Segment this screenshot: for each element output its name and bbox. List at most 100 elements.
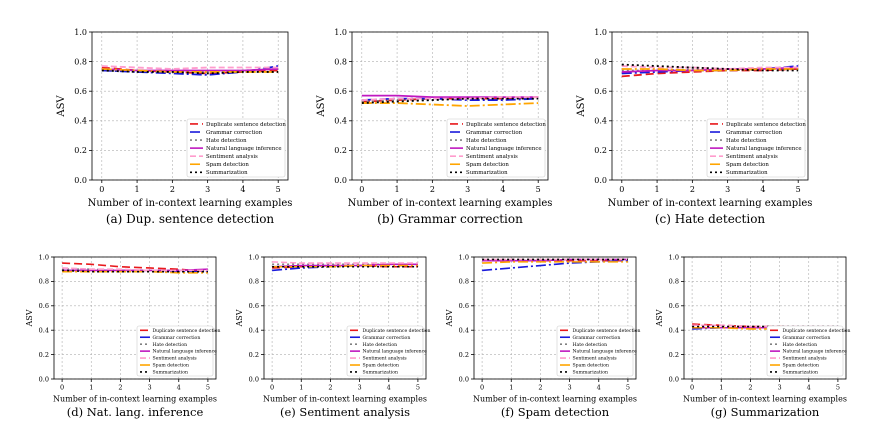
x-tick-label: 4 [177, 384, 181, 392]
legend-entry-label: Duplicate sentence detection [726, 122, 806, 128]
x-axis-label: Number of in-context learning examples [88, 198, 293, 209]
legend-entry-label: Summarization [466, 170, 508, 176]
legend-entry-label: Summarization [726, 170, 768, 176]
y-tick-label: 0.4 [249, 326, 259, 334]
y-tick-label: 1.0 [459, 253, 469, 261]
legend-box [766, 325, 844, 377]
y-tick-label: 0.6 [594, 87, 607, 96]
series-line-1 [361, 97, 539, 101]
y-tick-label: 0.6 [74, 87, 87, 96]
chart-panel-5: 0.0 0.2 0.4 0.6 0.8 1.0 0 1 2 3 4 5 Number of in-con… [445, 253, 641, 419]
y-tick-label: 1.0 [594, 28, 607, 37]
x-tick-label: 1 [655, 185, 660, 194]
x-tick-label: 0 [480, 384, 484, 392]
x-tick-label: 3 [778, 384, 782, 392]
y-tick-label: 0.8 [459, 278, 469, 286]
legend-entry-label: Sentiment analysis [153, 356, 198, 362]
legend-entry-label: Spam detection [363, 363, 400, 369]
legend-entry-label: Hate detection [726, 138, 767, 144]
axes-frame [91, 31, 289, 181]
y-tick-label: 0.2 [74, 146, 87, 155]
x-tick-label: 2 [748, 384, 752, 392]
x-tick-label: 1 [719, 384, 723, 392]
axes-frame [53, 256, 217, 380]
legend-entry-label: Summarization [363, 370, 398, 376]
chart-panel-1: 0.0 0.2 0.4 0.6 0.8 1.0 0 1 2 3 4 5 Number of in-con… [316, 28, 552, 226]
y-tick-label: 1.0 [39, 253, 49, 261]
legend-entry-label: Duplicate sentence detection [466, 122, 546, 128]
x-tick-label: 1 [509, 384, 513, 392]
legend-entry-label: Natural language inference [466, 146, 542, 152]
legend-box [346, 325, 424, 377]
x-tick-label: 0 [359, 185, 364, 194]
y-axis-label: ASV [316, 95, 327, 118]
y-tick-label: 0.0 [74, 176, 87, 185]
x-tick-label: 5 [626, 384, 630, 392]
legend-entry-label: Sentiment analysis [363, 356, 408, 362]
x-axis-label: Number of in-context learning examples [473, 395, 637, 404]
legend-entry-label: Summarization [206, 170, 248, 176]
legend-entry-label: Spam detection [783, 363, 820, 369]
legend-entry-label: Natural language inference [153, 349, 218, 355]
chart-panel-3: 0.0 0.2 0.4 0.6 0.8 1.0 0 1 2 3 4 5 Number of in-con… [25, 253, 221, 419]
y-tick-label: 0.4 [74, 117, 87, 126]
legend-entry-label: Spam detection [153, 363, 190, 369]
chart-caption: (g) Summarization [711, 405, 820, 419]
x-tick-label: 4 [387, 384, 391, 392]
x-tick-label: 3 [205, 185, 210, 194]
legend-box [706, 118, 806, 178]
y-axis-label: ASV [235, 309, 244, 327]
legend-entry-label: Sentiment analysis [573, 356, 618, 362]
chart-caption: (c) Hate detection [655, 212, 766, 226]
x-axis-label: Number of in-context learning examples [263, 395, 427, 404]
x-tick-label: 5 [416, 384, 420, 392]
x-tick-label: 2 [328, 384, 332, 392]
x-tick-label: 1 [299, 384, 303, 392]
y-tick-label: 0.6 [249, 302, 259, 310]
y-tick-label: 0.6 [39, 302, 49, 310]
x-tick-label: 5 [796, 185, 801, 194]
legend-entry-label: Hate detection [573, 342, 608, 348]
y-tick-label: 1.0 [249, 253, 259, 261]
chart-panel-2: 0.0 0.2 0.4 0.6 0.8 1.0 0 1 2 3 4 5 Number of in-con… [576, 28, 812, 226]
x-tick-label: 0 [619, 185, 624, 194]
y-tick-label: 0.2 [594, 146, 607, 155]
series-line-3 [101, 68, 279, 72]
y-tick-label: 0.6 [669, 302, 679, 310]
y-tick-label: 0.8 [594, 57, 607, 66]
x-tick-label: 0 [270, 384, 274, 392]
y-tick-label: 0.2 [669, 351, 679, 359]
x-axis-label: Number of in-context learning examples [608, 198, 813, 209]
x-axis-label: Number of in-context learning examples [53, 395, 217, 404]
series-line-4 [62, 267, 208, 272]
x-tick-label: 3 [358, 384, 362, 392]
legend-entry-label: Grammar correction [206, 130, 263, 136]
series-line-5 [621, 68, 799, 72]
series-line-4 [361, 96, 539, 101]
y-tick-label: 0.0 [334, 176, 347, 185]
legend-entry-label: Grammar correction [726, 130, 783, 136]
legend-entry-label: Spam detection [206, 162, 249, 168]
series-line-5 [361, 102, 539, 107]
y-axis-label: ASV [25, 309, 34, 327]
y-tick-label: 0.4 [594, 117, 607, 126]
legend-entry-label: Natural language inference [573, 349, 638, 355]
legend-entry-label: Grammar correction [363, 335, 411, 341]
legend-entry-label: Duplicate sentence detection [153, 328, 221, 334]
x-tick-label: 1 [395, 185, 400, 194]
y-tick-label: 0.4 [334, 117, 347, 126]
x-tick-label: 4 [500, 185, 505, 194]
y-axis-label: ASV [445, 309, 454, 327]
x-tick-label: 5 [536, 185, 541, 194]
x-tick-label: 2 [538, 384, 542, 392]
legend-entry-label: Hate detection [153, 342, 188, 348]
y-tick-label: 0.2 [39, 351, 49, 359]
y-tick-label: 0.2 [249, 351, 259, 359]
legend-entry-label: Natural language inference [363, 349, 428, 355]
y-tick-label: 1.0 [669, 253, 679, 261]
y-axis-label: ASV [655, 309, 664, 327]
x-tick-label: 2 [430, 185, 435, 194]
x-tick-label: 2 [170, 185, 175, 194]
legend-entry-label: Grammar correction [783, 335, 831, 341]
y-tick-label: 0.0 [249, 375, 259, 383]
